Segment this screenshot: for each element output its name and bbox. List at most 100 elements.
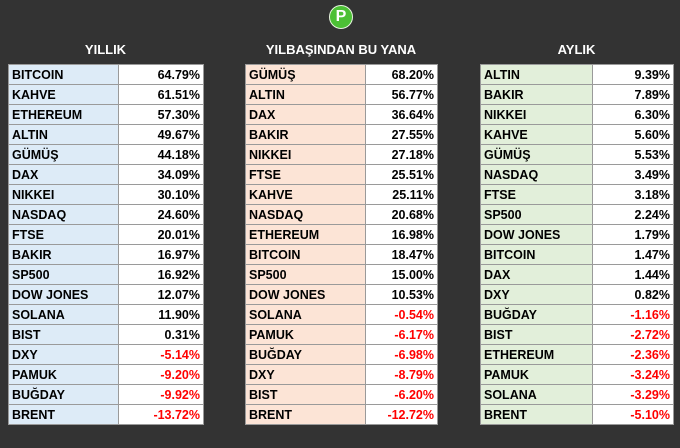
- table-row: DXY 0.82%: [480, 284, 674, 305]
- asset-name: BIST: [480, 324, 593, 345]
- return-value: -13.72%: [118, 404, 204, 425]
- asset-name: BRENT: [245, 404, 366, 425]
- table-row: DXY -8.79%: [245, 364, 438, 385]
- asset-name: PAMUK: [8, 364, 119, 385]
- return-value: 25.11%: [365, 184, 438, 205]
- asset-name: ALTIN: [8, 124, 119, 145]
- table-row: ETHEREUM 16.98%: [245, 224, 438, 245]
- asset-name: DXY: [245, 364, 366, 385]
- asset-name: PAMUK: [480, 364, 593, 385]
- table-row: FTSE 20.01%: [8, 224, 204, 245]
- return-value: 36.64%: [365, 104, 438, 125]
- table-row: DOW JONES 10.53%: [245, 284, 438, 305]
- asset-name: BRENT: [8, 404, 119, 425]
- asset-name: NASDAQ: [480, 164, 593, 185]
- return-value: 11.90%: [118, 304, 204, 325]
- return-value: 7.89%: [592, 84, 674, 105]
- table-row: DAX 34.09%: [8, 164, 204, 185]
- table-row: SOLANA -0.54%: [245, 304, 438, 325]
- asset-name: GÜMÜŞ: [8, 144, 119, 165]
- return-value: -6.17%: [365, 324, 438, 345]
- return-value: 68.20%: [365, 64, 438, 85]
- asset-name: NIKKEI: [245, 144, 366, 165]
- returns-table: BITCOIN 64.79% KAHVE 61.51% ETHEREUM 57.30% AL…: [8, 64, 204, 425]
- table-row: BIST -2.72%: [480, 324, 674, 345]
- table-row: KAHVE 61.51%: [8, 84, 204, 105]
- table-row: ALTIN 49.67%: [8, 124, 204, 145]
- asset-name: DXY: [480, 284, 593, 305]
- panel-yilbasindan-bu-yana: YILBAŞINDAN BU YANA GÜMÜŞ 68.20% ALTIN 56.7…: [245, 40, 438, 425]
- asset-name: DAX: [480, 264, 593, 285]
- return-value: -5.14%: [118, 344, 204, 365]
- asset-name: ETHEREUM: [8, 104, 119, 125]
- return-value: 9.39%: [592, 64, 674, 85]
- asset-name: ETHEREUM: [480, 344, 593, 365]
- table-row: BUĞDAY -1.16%: [480, 304, 674, 325]
- returns-table: GÜMÜŞ 68.20% ALTIN 56.77% DAX 36.64% BAKIR 27.5…: [245, 64, 438, 425]
- return-value: 5.53%: [592, 144, 674, 165]
- asset-name: PAMUK: [245, 324, 366, 345]
- return-value: 24.60%: [118, 204, 204, 225]
- return-value: -2.36%: [592, 344, 674, 365]
- return-value: 57.30%: [118, 104, 204, 125]
- asset-name: ALTIN: [480, 64, 593, 85]
- table-row: PAMUK -6.17%: [245, 324, 438, 345]
- table-row: KAHVE 25.11%: [245, 184, 438, 205]
- asset-name: BAKIR: [8, 244, 119, 265]
- return-value: 0.31%: [118, 324, 204, 345]
- return-value: 30.10%: [118, 184, 204, 205]
- asset-name: BITCOIN: [8, 64, 119, 85]
- return-value: -1.16%: [592, 304, 674, 325]
- table-row: BAKIR 27.55%: [245, 124, 438, 145]
- return-value: 6.30%: [592, 104, 674, 125]
- panel-yillik: YILLIK BITCOIN 64.79% KAHVE 61.51% ETHEREUM 5…: [8, 40, 204, 425]
- table-row: BRENT -5.10%: [480, 404, 674, 425]
- table-row: GÜMÜŞ 44.18%: [8, 144, 204, 165]
- table-row: BUĞDAY -9.92%: [8, 384, 204, 405]
- return-value: 16.92%: [118, 264, 204, 285]
- asset-name: DAX: [8, 164, 119, 185]
- table-row: DXY -5.14%: [8, 344, 204, 365]
- table-row: NIKKEI 6.30%: [480, 104, 674, 125]
- asset-name: SP500: [480, 204, 593, 225]
- table-row: GÜMÜŞ 5.53%: [480, 144, 674, 165]
- table-row: DOW JONES 1.79%: [480, 224, 674, 245]
- asset-name: BAKIR: [245, 124, 366, 145]
- table-row: BITCOIN 64.79%: [8, 64, 204, 85]
- asset-name: GÜMÜŞ: [245, 64, 366, 85]
- table-row: SP500 16.92%: [8, 264, 204, 285]
- return-value: 27.18%: [365, 144, 438, 165]
- table-row: NIKKEI 27.18%: [245, 144, 438, 165]
- asset-name: DAX: [245, 104, 366, 125]
- table-row: NASDAQ 20.68%: [245, 204, 438, 225]
- asset-name: BRENT: [480, 404, 593, 425]
- table-row: GÜMÜŞ 68.20%: [245, 64, 438, 85]
- table-row: NASDAQ 24.60%: [8, 204, 204, 225]
- return-value: 61.51%: [118, 84, 204, 105]
- return-value: 44.18%: [118, 144, 204, 165]
- table-row: NASDAQ 3.49%: [480, 164, 674, 185]
- return-value: -12.72%: [365, 404, 438, 425]
- table-row: KAHVE 5.60%: [480, 124, 674, 145]
- return-value: -9.92%: [118, 384, 204, 405]
- return-value: -5.10%: [592, 404, 674, 425]
- asset-name: NASDAQ: [245, 204, 366, 225]
- table-row: BAKIR 7.89%: [480, 84, 674, 105]
- table-row: BITCOIN 18.47%: [245, 244, 438, 265]
- asset-name: SP500: [245, 264, 366, 285]
- table-row: BIST 0.31%: [8, 324, 204, 345]
- asset-name: KAHVE: [480, 124, 593, 145]
- asset-name: BAKIR: [480, 84, 593, 105]
- asset-name: BIST: [8, 324, 119, 345]
- asset-name: KAHVE: [8, 84, 119, 105]
- return-value: 1.79%: [592, 224, 674, 245]
- table-row: BITCOIN 1.47%: [480, 244, 674, 265]
- table-row: FTSE 3.18%: [480, 184, 674, 205]
- table-row: BRENT -13.72%: [8, 404, 204, 425]
- return-value: -6.98%: [365, 344, 438, 365]
- asset-name: FTSE: [480, 184, 593, 205]
- return-value: 15.00%: [365, 264, 438, 285]
- return-value: 18.47%: [365, 244, 438, 265]
- table-row: BAKIR 16.97%: [8, 244, 204, 265]
- asset-name: ALTIN: [245, 84, 366, 105]
